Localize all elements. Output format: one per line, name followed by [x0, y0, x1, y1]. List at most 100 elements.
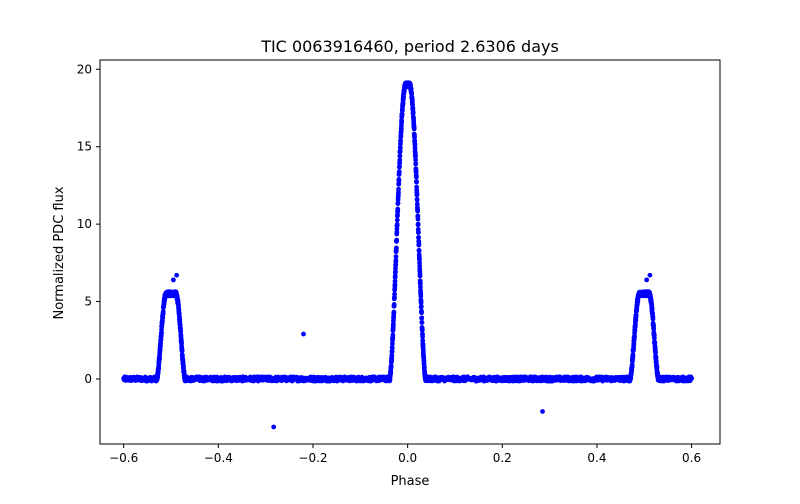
y-tick-label: 15: [77, 140, 92, 154]
outlier-point: [170, 277, 176, 283]
data-point: [408, 86, 414, 92]
data-point: [412, 134, 417, 140]
data-point: [392, 278, 398, 284]
chart-title: TIC 0063916460, period 2.6306 days: [260, 37, 559, 56]
data-point: [388, 363, 394, 369]
data-point: [397, 157, 403, 163]
outlier-point: [647, 272, 653, 278]
x-tick-label: −0.2: [298, 451, 327, 465]
x-tick-label: 0.4: [587, 451, 606, 465]
data-point: [631, 341, 637, 347]
data-point: [410, 110, 416, 115]
data-point: [389, 352, 395, 358]
data-point: [396, 169, 402, 175]
data-point: [395, 206, 401, 212]
axis-ticks: −0.6 −0.4 −0.2 0.0 0.2 0.4 0.6 0 5 10 15 20: [77, 62, 701, 465]
data-point: [651, 326, 657, 332]
data-point: [179, 348, 185, 354]
data-point: [411, 126, 417, 132]
data-point: [633, 313, 639, 318]
outlier-point: [644, 277, 650, 283]
data-point: [413, 161, 419, 167]
data-point: [389, 349, 395, 355]
data-point: [649, 306, 655, 312]
data-point: [418, 284, 423, 290]
data-point: [413, 174, 419, 180]
data-point: [420, 348, 426, 354]
data-point: [416, 235, 422, 240]
data-point: [633, 321, 638, 327]
outlier-point: [301, 331, 306, 337]
data-point: [415, 221, 421, 227]
data-point: [420, 334, 425, 340]
data-point: [650, 316, 656, 322]
data-point: [653, 349, 658, 355]
y-tick-label: 20: [77, 62, 92, 76]
data-point: [419, 327, 425, 333]
x-axis-label: Phase: [391, 474, 430, 489]
data-point: [419, 310, 424, 316]
data-point: [413, 157, 418, 163]
data-point: [397, 164, 402, 170]
data-point: [414, 191, 420, 197]
data-point: [396, 178, 402, 184]
data-point: [418, 300, 424, 306]
x-tick-label: 0.6: [682, 451, 701, 465]
data-point: [422, 364, 427, 370]
data-point: [652, 340, 658, 346]
y-axis-label: Normalized PDC flux: [52, 186, 67, 319]
data-point: [417, 257, 422, 262]
outlier-point: [174, 272, 180, 278]
data-point: [415, 216, 421, 222]
y-tick-label: 10: [77, 217, 92, 231]
data-point: [399, 119, 405, 124]
data-point: [654, 365, 660, 371]
data-point: [393, 257, 399, 263]
data-point: [393, 265, 398, 271]
data-point: [398, 133, 404, 139]
data-point: [394, 222, 400, 227]
data-points: [121, 80, 694, 430]
data-point: [160, 315, 166, 321]
outlier-point: [540, 409, 545, 414]
data-point: [416, 241, 422, 247]
data-point: [393, 245, 399, 251]
data-point: [394, 229, 400, 235]
data-point: [160, 308, 166, 314]
data-point: [414, 179, 419, 185]
data-point: [393, 254, 399, 259]
data-point: [418, 293, 424, 299]
data-point: [394, 217, 400, 223]
data-point: [419, 315, 425, 321]
data-point: [411, 118, 417, 123]
data-point: [651, 335, 657, 341]
data-point: [389, 341, 395, 347]
data-point: [391, 302, 397, 307]
data-point: [630, 352, 636, 357]
data-point: [415, 208, 421, 214]
y-tick-label: 0: [84, 372, 92, 386]
data-point: [410, 106, 416, 111]
data-point: [397, 153, 403, 159]
outlier-point: [271, 424, 277, 430]
data-point: [392, 291, 397, 297]
data-point: [390, 332, 396, 338]
x-tick-label: 0.0: [398, 451, 417, 465]
data-point: [398, 138, 404, 144]
data-point: [417, 273, 423, 279]
data-point: [418, 303, 424, 309]
data-point: [396, 186, 401, 192]
x-tick-label: 0.2: [493, 451, 512, 465]
y-tick-label: 5: [84, 295, 92, 309]
data-point: [399, 111, 405, 117]
data-point: [391, 309, 397, 315]
data-point: [419, 320, 425, 325]
data-point: [177, 317, 183, 323]
x-tick-label: −0.4: [204, 451, 233, 465]
data-point: [388, 369, 394, 375]
x-tick-label: −0.6: [109, 451, 138, 465]
data-point: [397, 145, 403, 151]
data-point: [629, 368, 635, 374]
